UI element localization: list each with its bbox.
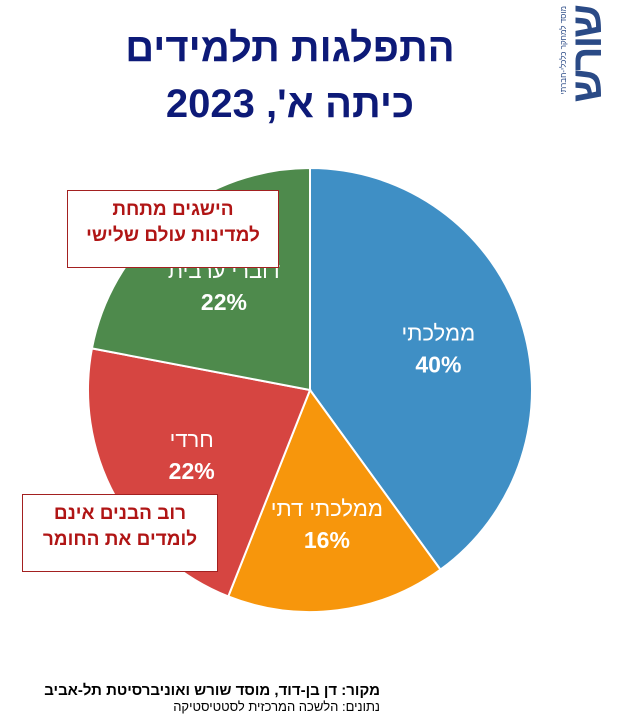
slice-value-1: 16% (304, 527, 350, 553)
callout-haredi-line2: לומדים את החומר (42, 528, 198, 550)
pie-slice-1 (226, 387, 442, 613)
callout-haredi-curriculum: רוב הבנים אינם לומדים את החומר (22, 494, 218, 572)
slice-value-0: 40% (415, 351, 461, 377)
chart-subtitle: כיתה א', 2023 (165, 82, 415, 126)
slice-label-0: ממלכתי (402, 320, 476, 345)
callout-arabic-line1: הישגים מתחת (112, 199, 234, 220)
source-credit: מקור: דן בן-דוד, מוסד שורש ואוניברסיטת ת… (44, 682, 380, 699)
slice-label-1: ממלכתי דתי (271, 496, 383, 521)
slice-value-3: 22% (201, 289, 247, 315)
pie-slice-0 (309, 166, 533, 571)
data-credit: נתונים: הלשכה המרכזית לסטטיסטיקה (173, 699, 380, 714)
callout-arabic-line2: למדינות עולם שלישי (86, 224, 260, 246)
chart-title: התפלגות תלמידים (125, 26, 455, 70)
slice-label-2: חרדי (170, 427, 214, 452)
callout-haredi-line1: רוב הבנים אינם (53, 503, 187, 524)
slice-value-2: 22% (169, 458, 215, 484)
callout-arabic-achievement: הישגים מתחת למדינות עולם שלישי (67, 190, 279, 268)
